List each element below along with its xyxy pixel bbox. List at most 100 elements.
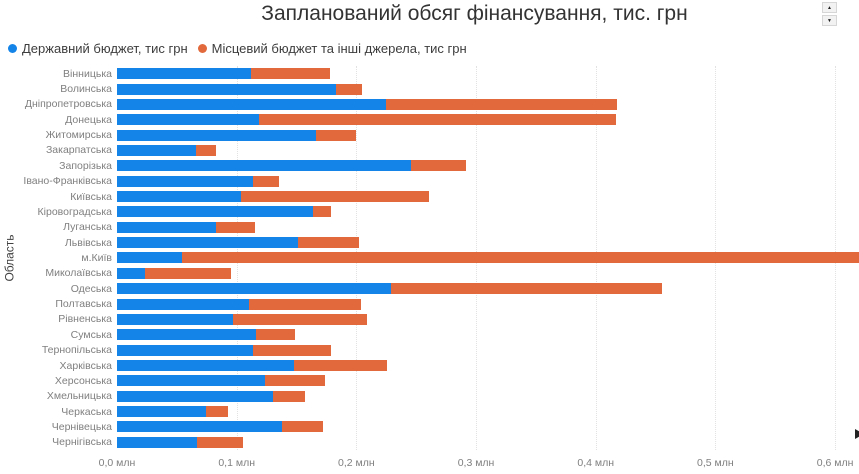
bar-segment-state-budget[interactable] (117, 160, 412, 172)
bar-segment-state-budget[interactable] (117, 344, 254, 356)
bar-row (117, 312, 859, 327)
category-label: Вінницька (63, 67, 112, 80)
bar-track (117, 344, 859, 356)
legend-label-local-budget: Місцевий бюджет та інші джерела, тис грн (211, 40, 467, 56)
bar-segment-local-budget[interactable] (248, 298, 362, 310)
category-label: Херсонська (54, 374, 112, 387)
bar-segment-local-budget[interactable] (391, 283, 662, 295)
bar-segment-local-budget[interactable] (144, 267, 231, 279)
category-label: Івано-Франківська (23, 175, 112, 188)
legend-item-state-budget[interactable]: Державний бюджет, тис грн (8, 41, 188, 56)
bar-row (117, 404, 859, 419)
bar-track (117, 160, 859, 172)
plot-area (117, 66, 859, 450)
spinner-up-icon: ▲ (827, 4, 832, 11)
scroll-right-icon[interactable] (855, 429, 859, 439)
bar-segment-local-budget[interactable] (255, 329, 296, 341)
bar-segment-local-budget[interactable] (251, 68, 331, 80)
spinner-down-icon: ▼ (827, 17, 832, 24)
bar-row (117, 281, 859, 296)
category-label: Миколаївська (45, 267, 112, 280)
bar-segment-local-budget[interactable] (216, 221, 255, 233)
bar-segment-state-budget[interactable] (117, 436, 198, 448)
bar-segment-state-budget[interactable] (117, 360, 295, 371)
bar-segment-local-budget[interactable] (297, 237, 359, 249)
bar-segment-local-budget[interactable] (197, 436, 243, 448)
bar-segment-local-budget[interactable] (282, 421, 323, 433)
spinner-up-button[interactable]: ▲ (822, 2, 837, 13)
category-label: Київська (70, 190, 112, 203)
bar-segment-state-budget[interactable] (117, 390, 273, 402)
bar-segment-local-budget[interactable] (411, 160, 467, 172)
bar-segment-local-budget[interactable] (265, 375, 326, 387)
bar-track (117, 252, 859, 264)
category-label: Донецька (65, 113, 112, 126)
bar-row (117, 174, 859, 189)
bar-segment-state-budget[interactable] (117, 313, 234, 325)
bar-segment-state-budget[interactable] (117, 68, 252, 80)
spinner-down-button[interactable]: ▼ (822, 15, 837, 26)
category-label: Закарпатська (45, 144, 112, 157)
bar-track (117, 175, 859, 187)
bar-row (117, 143, 859, 158)
bar-segment-state-budget[interactable] (117, 83, 336, 95)
legend: Державний бюджет, тис грн Місцевий бюдже… (8, 38, 859, 58)
bar-track (117, 237, 859, 249)
x-tick-label: 0,0 млн (98, 457, 136, 469)
bar-segment-state-budget[interactable] (117, 221, 217, 233)
bar-track (117, 313, 859, 325)
bar-segment-local-budget[interactable] (241, 191, 430, 203)
category-label: Харківська (59, 359, 112, 372)
bar-segment-state-budget[interactable] (117, 406, 206, 418)
bar-row (117, 358, 859, 373)
bar-segment-state-budget[interactable] (117, 329, 256, 341)
bar-track (117, 83, 859, 95)
bar-segment-state-budget[interactable] (117, 98, 387, 110)
category-label: Черкаська (61, 405, 112, 418)
bar-segment-state-budget[interactable] (117, 421, 283, 433)
bar-row (117, 81, 859, 96)
bar-segment-local-budget[interactable] (294, 360, 388, 371)
bar-segment-local-budget[interactable] (181, 252, 859, 264)
bar-row (117, 389, 859, 404)
bar-segment-local-budget[interactable] (253, 344, 332, 356)
bar-row (117, 235, 859, 250)
bar-segment-local-budget[interactable] (205, 406, 229, 418)
bar-segment-local-budget[interactable] (195, 144, 217, 156)
bar-segment-state-budget[interactable] (117, 175, 254, 187)
bar-segment-local-budget[interactable] (313, 206, 332, 218)
legend-item-local-budget[interactable]: Місцевий бюджет та інші джерела, тис грн (197, 40, 467, 56)
category-label: м.Київ (81, 251, 112, 264)
bar-segment-state-budget[interactable] (117, 375, 266, 387)
bar-segment-local-budget[interactable] (336, 83, 363, 95)
bar-segment-local-budget[interactable] (233, 313, 368, 325)
bar-segment-local-budget[interactable] (272, 390, 305, 402)
bar-track (117, 68, 859, 80)
category-label: Луганська (63, 221, 112, 234)
bar-rows (117, 66, 859, 450)
bar-track (117, 421, 859, 433)
bar-segment-state-budget[interactable] (117, 144, 196, 156)
bar-row (117, 435, 859, 450)
bar-segment-local-budget[interactable] (386, 98, 618, 110)
bar-row (117, 204, 859, 219)
bar-segment-local-budget[interactable] (259, 114, 617, 126)
bar-track (117, 406, 859, 418)
y-axis-category-labels: Вінницька Волинська Дніпропетровська Донець… (18, 66, 112, 450)
bar-segment-state-budget[interactable] (117, 237, 298, 249)
chart-title: Запланований обсяг фінансування, тис. гр… (261, 2, 688, 25)
bar-segment-local-budget[interactable] (315, 129, 357, 141)
bar-segment-state-budget[interactable] (117, 252, 182, 264)
bar-segment-state-budget[interactable] (117, 129, 316, 141)
bar-track (117, 390, 859, 402)
bar-segment-state-budget[interactable] (117, 114, 260, 126)
bar-row (117, 97, 859, 112)
x-tick-label: 0,3 млн (457, 457, 495, 469)
bar-segment-state-budget[interactable] (117, 206, 314, 218)
bar-segment-state-budget[interactable] (117, 267, 145, 279)
bar-track (117, 283, 859, 295)
bar-segment-state-budget[interactable] (117, 298, 249, 310)
bar-segment-local-budget[interactable] (253, 175, 279, 187)
bar-segment-state-budget[interactable] (117, 283, 392, 295)
bar-segment-state-budget[interactable] (117, 191, 242, 203)
